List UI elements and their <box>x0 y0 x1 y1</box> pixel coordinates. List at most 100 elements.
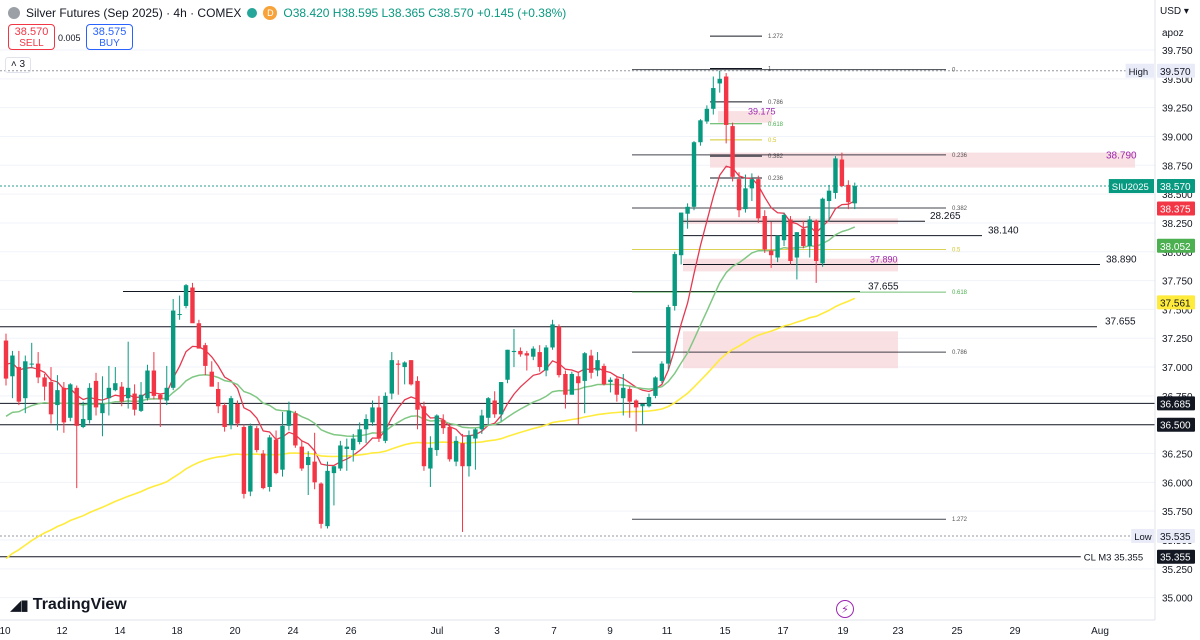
candle-37 <box>241 424 247 499</box>
candle-18 <box>119 382 124 407</box>
price-tag-name-7: Low <box>1134 532 1152 543</box>
candle-91 <box>588 349 594 379</box>
candle-110 <box>711 76 716 115</box>
price-axis[interactable]: 35.00035.25035.50035.75036.00036.25036.5… <box>1080 0 1200 640</box>
chart-header: Silver Futures (Sep 2025) · 4h · COMEX D… <box>8 5 566 21</box>
candle-103 <box>666 304 671 370</box>
time-tick-16: 25 <box>951 626 963 637</box>
price-tag-label-8: 35.355 <box>1160 553 1191 564</box>
time-axis[interactable]: 10 12 14 18 20 24 26 Jul 3 7 9 11 15 17 19 23 25 29 Aug <box>0 619 1155 637</box>
candle-78 <box>505 349 510 384</box>
indicators-toggle[interactable]: ˄ 3 <box>5 57 31 73</box>
candle-body-2 <box>16 367 22 402</box>
candle-97 <box>627 386 632 418</box>
candle-body-51 <box>331 466 337 474</box>
time-tick-11: 11 <box>662 626 673 637</box>
price-tag-bg-2 <box>1157 201 1195 216</box>
candle-body-44 <box>286 410 292 426</box>
tradingview-wordmark: TradingView <box>32 596 127 613</box>
candle-93 <box>601 363 607 386</box>
candle-body-102 <box>659 363 665 381</box>
candle-body-63 <box>408 360 414 385</box>
price-tick-4: 36.000 <box>1162 478 1193 489</box>
candle-108 <box>698 119 703 146</box>
candle-body-132 <box>852 186 857 204</box>
candle-123 <box>794 232 800 280</box>
candle-body-34 <box>222 405 227 428</box>
candle-body-50 <box>325 470 330 527</box>
candle-6 <box>42 373 47 401</box>
horizontal-lines[interactable] <box>0 70 1155 558</box>
level-annotation-0: 38.790 <box>1106 151 1137 162</box>
candle-body-123 <box>794 232 800 258</box>
candle-body-52 <box>338 445 343 469</box>
market-open-icon <box>247 8 258 18</box>
lightning-icon[interactable]: ⚡ <box>836 600 854 618</box>
candle-body-125 <box>807 219 812 246</box>
candle-body-114 <box>736 179 742 211</box>
candle-body-40 <box>261 453 266 489</box>
candle-2 <box>16 350 22 406</box>
price-tag-label-7: 35.535 <box>1160 532 1191 543</box>
symbol-title[interactable]: Silver Futures (Sep 2025) · 4h · COMEX <box>26 6 242 20</box>
price-tag-label-3: 38.052 <box>1160 242 1191 253</box>
candle-body-4 <box>29 363 34 365</box>
candle-31 <box>203 342 208 376</box>
candle-body-64 <box>415 380 420 410</box>
candle-51 <box>331 466 337 506</box>
candle-63 <box>408 360 414 386</box>
price-tag-label-1: 38.570 <box>1160 182 1191 193</box>
tradingview-mark-icon: ◢▮ <box>10 597 29 614</box>
candle-14 <box>93 372 99 416</box>
annotations: 38.790 39.175 28.265 38.140 38.890 37.890 37.6… <box>748 106 1137 327</box>
fibonacci-levels: 1.27210.7860.6180.50.3820.23600.2360.382… <box>632 34 968 523</box>
time-tick-8: 3 <box>494 626 500 637</box>
candle-body-127 <box>820 198 825 264</box>
candle-body-32 <box>209 371 214 387</box>
candle-66 <box>428 436 433 487</box>
buy-button[interactable]: 38.575 BUY <box>86 24 133 50</box>
candle-89 <box>576 371 581 425</box>
candle-46 <box>299 440 304 471</box>
candle-3 <box>23 355 28 414</box>
supply-zone-0 <box>710 152 1135 168</box>
candle-body-79 <box>511 350 517 353</box>
candle-body-112 <box>723 76 729 125</box>
indicators-count: 3 <box>19 59 26 70</box>
sell-button[interactable]: 38.570 SELL <box>8 24 55 50</box>
candle-body-100 <box>646 397 652 407</box>
candle-26 <box>170 299 176 391</box>
candle-body-38 <box>248 425 253 492</box>
fib-b-label-1: 0.236 <box>952 153 968 159</box>
candle-body-98 <box>633 400 639 408</box>
candle-body-28 <box>183 285 189 306</box>
candle-119 <box>768 221 774 268</box>
candle-body-90 <box>582 353 587 381</box>
scale-format-selector[interactable]: apoz <box>1162 28 1184 39</box>
candle-69 <box>447 423 452 462</box>
price-tick-0: 35.000 <box>1162 594 1193 605</box>
delayed-badge[interactable]: D <box>263 6 278 20</box>
currency-selector[interactable]: USD ▾ <box>1160 6 1189 17</box>
candle-body-129 <box>833 158 838 193</box>
candle-68 <box>441 414 446 434</box>
candle-body-61 <box>396 363 401 365</box>
candle-56 <box>363 414 369 444</box>
candle-54 <box>351 433 356 462</box>
candle-body-111 <box>717 78 722 84</box>
candle-body-9 <box>61 387 67 423</box>
candle-115 <box>743 174 748 213</box>
candle-125 <box>807 216 812 258</box>
candle-body-78 <box>505 349 510 380</box>
candle-body-31 <box>203 345 208 366</box>
candle-84 <box>543 345 549 377</box>
candle-body-70 <box>453 440 459 462</box>
candle-67 <box>434 414 440 456</box>
candle-body-120 <box>775 235 780 258</box>
candle-21 <box>138 382 144 413</box>
level-annotation-4: 38.890 <box>1106 254 1137 265</box>
candle-body-15 <box>100 403 105 414</box>
price-tick-17: 39.250 <box>1162 104 1193 115</box>
price-tag-bg-6 <box>1157 417 1195 432</box>
